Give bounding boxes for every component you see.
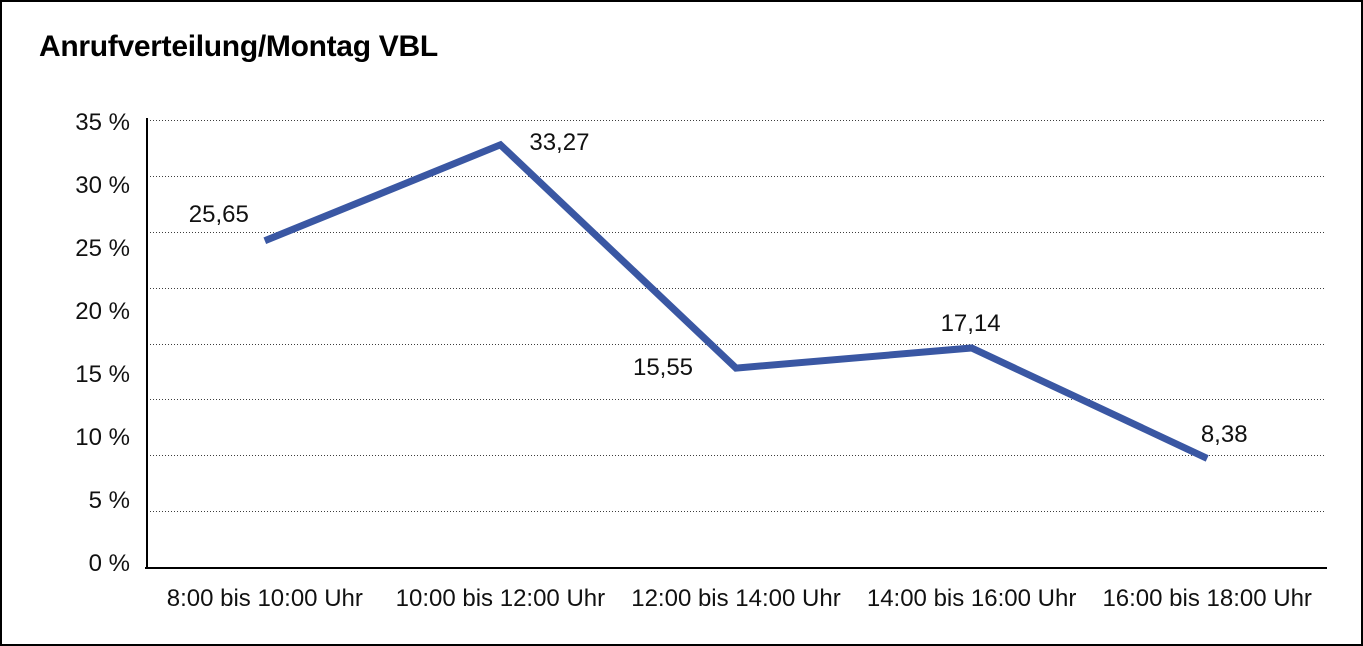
horizontal-gridline <box>147 232 1325 233</box>
x-tick-label: 10:00 bis 12:00 Uhr <box>395 585 606 612</box>
y-tick-label: 0 % <box>88 550 130 577</box>
y-tick-label: 10 % <box>75 424 130 451</box>
x-tick-label: 16:00 bis 18:00 Uhr <box>1102 585 1312 612</box>
horizontal-gridline <box>147 399 1325 400</box>
horizontal-gridline <box>147 176 1325 177</box>
line-series <box>263 140 1209 462</box>
horizontal-gridline <box>147 344 1325 345</box>
horizontal-gridline <box>147 455 1325 456</box>
y-axis-line <box>146 118 148 567</box>
x-tick-label: 8:00 bis 10:00 Uhr <box>166 585 363 612</box>
data-point-label: 25,65 <box>188 200 249 228</box>
data-point-label: 33,27 <box>529 128 590 156</box>
chart-title: Anrufverteilung/Montag VBL <box>39 30 438 63</box>
y-tick-label: 20 % <box>75 298 130 325</box>
y-tick-label: 15 % <box>75 361 130 388</box>
y-tick-label: 25 % <box>75 235 130 262</box>
x-axis-line <box>145 567 1327 569</box>
y-tick-label: 35 % <box>75 109 130 136</box>
horizontal-gridline <box>147 288 1325 289</box>
horizontal-gridline <box>147 511 1325 512</box>
data-point-label: 15,55 <box>632 354 694 382</box>
x-tick-label: 14:00 bis 16:00 Uhr <box>866 585 1077 612</box>
y-tick-label: 5 % <box>88 487 130 514</box>
y-tick-label: 30 % <box>75 172 130 199</box>
data-point-label: 17,14 <box>940 310 1001 338</box>
data-point-label: 8,38 <box>1200 421 1248 449</box>
x-tick-label: 12:00 bis 14:00 Uhr <box>631 585 841 612</box>
horizontal-gridline <box>147 120 1325 121</box>
line-series-svg <box>263 140 1209 462</box>
